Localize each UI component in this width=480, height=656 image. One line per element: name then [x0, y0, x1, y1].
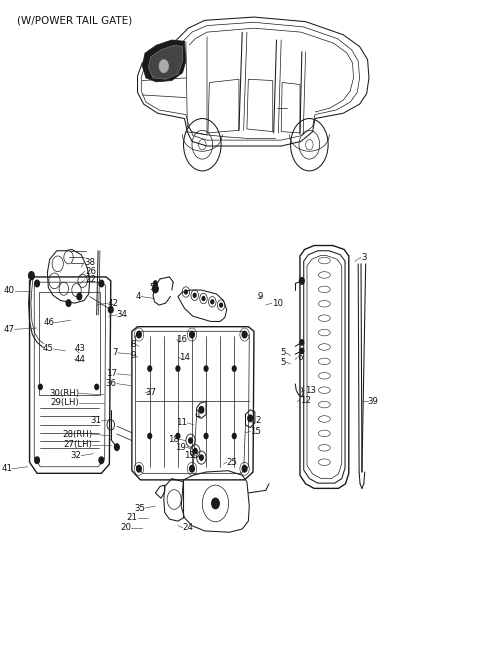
Circle shape [184, 290, 187, 294]
Circle shape [99, 457, 104, 464]
Text: 29(LH): 29(LH) [50, 398, 79, 407]
Text: 14: 14 [179, 353, 190, 362]
Circle shape [66, 300, 71, 306]
Text: 27(LH): 27(LH) [63, 440, 92, 449]
Text: 5: 5 [280, 358, 286, 367]
Circle shape [232, 366, 236, 371]
Circle shape [193, 449, 197, 454]
Circle shape [148, 434, 152, 439]
Circle shape [176, 434, 180, 439]
Circle shape [176, 366, 180, 371]
Text: 28(RH): 28(RH) [62, 430, 92, 439]
Text: 32: 32 [70, 451, 81, 460]
Text: 6: 6 [297, 353, 303, 362]
Circle shape [148, 366, 152, 371]
Circle shape [99, 280, 104, 287]
Text: 21: 21 [127, 514, 138, 522]
Text: 17: 17 [106, 369, 117, 379]
Text: 19: 19 [175, 443, 186, 451]
Text: 10: 10 [272, 298, 283, 308]
Circle shape [300, 277, 304, 284]
Text: 47: 47 [3, 325, 14, 334]
Circle shape [211, 300, 214, 304]
Circle shape [77, 293, 82, 300]
Text: 16: 16 [177, 335, 188, 344]
Circle shape [300, 348, 304, 354]
Text: 30(RH): 30(RH) [49, 389, 79, 398]
Circle shape [115, 444, 119, 451]
Text: 5: 5 [149, 283, 155, 292]
Text: 7: 7 [112, 348, 118, 358]
Text: 22: 22 [85, 275, 96, 284]
Circle shape [300, 340, 304, 345]
Polygon shape [142, 40, 186, 82]
Text: 1: 1 [195, 410, 201, 419]
Circle shape [202, 297, 205, 300]
Circle shape [242, 466, 247, 472]
Text: 2: 2 [255, 417, 260, 426]
Text: 38: 38 [84, 258, 95, 267]
Text: 44: 44 [74, 355, 85, 364]
Circle shape [204, 366, 208, 371]
Text: 8: 8 [130, 340, 136, 349]
Text: 43: 43 [74, 344, 85, 354]
Circle shape [108, 306, 113, 313]
Circle shape [153, 285, 158, 293]
Text: 13: 13 [305, 386, 316, 395]
Circle shape [248, 415, 252, 422]
Text: 11: 11 [176, 419, 187, 428]
Text: 26: 26 [85, 266, 96, 276]
Circle shape [199, 407, 204, 413]
Circle shape [137, 466, 141, 472]
Circle shape [200, 455, 203, 461]
Text: 5: 5 [280, 348, 286, 358]
Circle shape [232, 434, 236, 439]
Text: 31: 31 [90, 417, 101, 426]
Text: 9: 9 [257, 292, 263, 301]
Circle shape [189, 438, 192, 443]
Text: 25: 25 [227, 458, 238, 466]
Text: 12: 12 [300, 396, 311, 405]
Circle shape [190, 466, 194, 472]
Text: 34: 34 [117, 310, 128, 319]
Circle shape [38, 384, 42, 390]
Circle shape [29, 272, 34, 279]
Text: 36: 36 [106, 379, 117, 388]
Circle shape [35, 280, 39, 287]
Circle shape [193, 293, 196, 297]
Text: 35: 35 [134, 504, 145, 512]
Text: 41: 41 [1, 464, 12, 473]
Circle shape [190, 331, 194, 338]
Text: 19: 19 [184, 451, 195, 460]
Text: 18: 18 [168, 435, 179, 443]
Text: (W/POWER TAIL GATE): (W/POWER TAIL GATE) [17, 15, 132, 25]
Text: 24: 24 [182, 523, 193, 532]
Text: 46: 46 [43, 318, 54, 327]
Text: 40: 40 [3, 286, 14, 295]
Circle shape [154, 281, 157, 286]
Polygon shape [148, 45, 182, 79]
Text: 37: 37 [145, 388, 156, 397]
Circle shape [220, 303, 223, 307]
Text: 20: 20 [120, 523, 131, 532]
Circle shape [212, 498, 219, 508]
Text: 9: 9 [130, 351, 136, 360]
Circle shape [204, 434, 208, 439]
Text: 42: 42 [108, 298, 119, 308]
Circle shape [137, 331, 141, 338]
Text: 4: 4 [136, 292, 141, 301]
Text: 45: 45 [43, 344, 53, 354]
Text: 3: 3 [361, 253, 367, 262]
Circle shape [159, 60, 168, 73]
Text: 39: 39 [368, 397, 378, 406]
Text: 15: 15 [250, 427, 261, 436]
Circle shape [242, 331, 247, 338]
Circle shape [95, 384, 98, 390]
Circle shape [35, 457, 39, 464]
